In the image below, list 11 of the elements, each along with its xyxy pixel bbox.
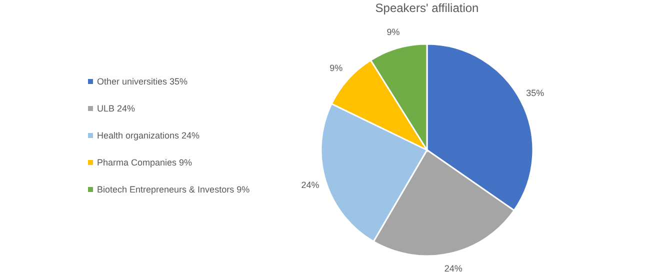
legend-label: ULB 24% (97, 103, 136, 114)
legend-label: Biotech Entrepreneurs & Investors 9% (97, 184, 250, 194)
data-label: 35% (526, 88, 544, 98)
data-label: 9% (330, 62, 343, 73)
data-label: 9% (386, 27, 400, 38)
legend-label: Other universities 35% (97, 76, 188, 86)
data-label: 24% (444, 263, 462, 272)
legend-label: Pharma Companies 9% (97, 157, 192, 168)
legend-label: Health organizations 24% (97, 130, 200, 140)
chart-title: Speakers' affiliation (375, 1, 479, 15)
data-label: 24% (301, 180, 320, 190)
